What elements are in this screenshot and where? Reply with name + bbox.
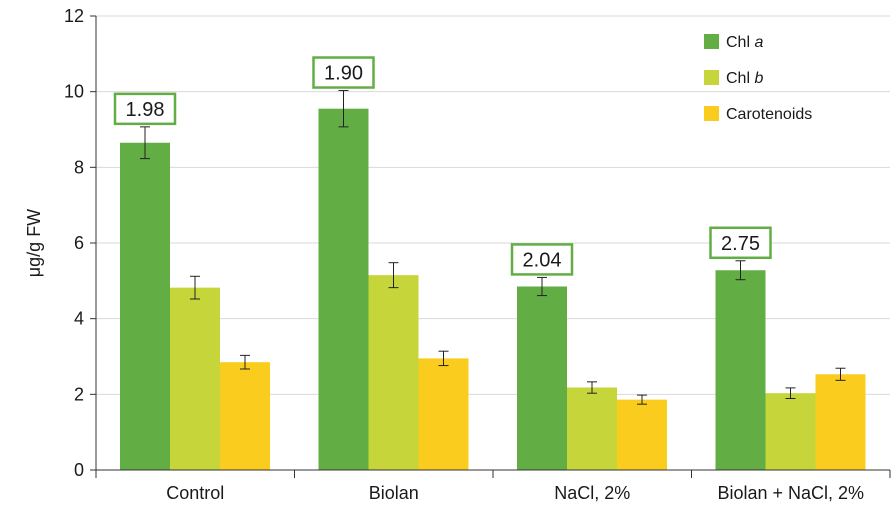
bar-carotenoids <box>617 399 667 470</box>
ratio-label: 2.04 <box>523 249 562 271</box>
bar-chl-b <box>567 387 617 470</box>
axes: 0 2 4 6 8 10 12 Control Biolan NaCl, 2% Biolan + N… <box>64 6 891 503</box>
legend-label: Chl b <box>726 70 763 87</box>
ratio-box <box>312 56 375 89</box>
bar-carotenoids <box>418 358 469 470</box>
y-tick-label: 10 <box>64 82 84 102</box>
x-tick-label: NaCl, 2% <box>554 483 630 503</box>
legend-label-italic: a <box>754 34 763 51</box>
y-tick-label: 0 <box>74 460 84 480</box>
legend-label-text: Chl <box>726 34 754 51</box>
legend-label: Chl a <box>726 34 763 51</box>
x-tick-label: Control <box>166 483 224 503</box>
ratio-label: 1.98 <box>126 99 165 121</box>
bar-chl-a <box>120 142 170 470</box>
legend-label-text: Chl <box>726 70 754 87</box>
bar-carotenoids <box>815 374 866 470</box>
bar-chl-a <box>318 108 369 471</box>
bar-chl-b <box>170 287 220 470</box>
bar-chl-b <box>368 275 419 470</box>
ratio-box <box>113 92 177 126</box>
y-tick-label: 8 <box>74 157 84 177</box>
ratio-label: 1.90 <box>324 63 363 85</box>
legend-swatch <box>704 34 719 49</box>
y-tick-label: 12 <box>64 6 84 26</box>
legend-label: Carotenoids <box>726 106 812 123</box>
ratio-box <box>709 226 772 260</box>
bars <box>120 108 866 471</box>
bar-chl-a <box>715 270 766 470</box>
bar-carotenoids <box>220 362 270 470</box>
legend-label-text: Carotenoids <box>726 106 812 123</box>
error-bars <box>140 90 846 405</box>
y-tick-label: 2 <box>74 384 84 404</box>
bar-chl-a <box>517 286 567 470</box>
ratio-box <box>510 243 574 276</box>
legend-swatch <box>704 70 719 85</box>
x-tick-label: Biolan + NaCl, 2% <box>717 483 864 503</box>
y-axis-title: μg/g FW <box>24 209 44 277</box>
x-tick-label: Biolan <box>369 483 419 503</box>
ratio-annotations: 1.98 1.90 2.04 2.75 <box>113 56 772 276</box>
legend-label-italic: b <box>754 70 763 87</box>
y-tick-label: 6 <box>74 233 84 253</box>
legend-swatch <box>704 106 719 121</box>
bar-chl-b <box>765 393 816 470</box>
ratio-label: 2.75 <box>721 233 760 255</box>
y-tick-label: 4 <box>74 309 84 329</box>
